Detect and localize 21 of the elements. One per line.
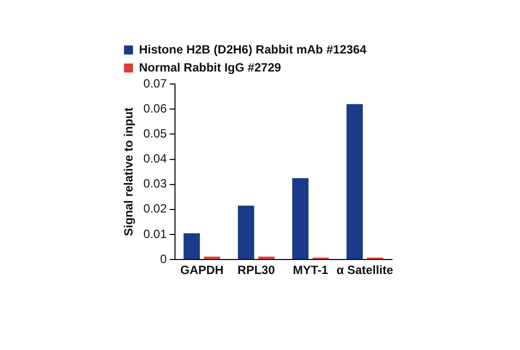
legend-label: Histone H2B (D2H6) Rabbit mAb #12364: [139, 42, 367, 56]
bar: [238, 206, 254, 260]
y-axis-title: Signal relative to input: [122, 107, 136, 236]
bar: [292, 178, 308, 260]
x-tick-label: α Satellite: [336, 263, 394, 278]
bar: [346, 104, 363, 260]
y-tick-label: 0.04: [143, 152, 168, 166]
y-tick-label: 0.02: [143, 202, 168, 216]
y-tick-label: 0.03: [143, 176, 168, 191]
x-tick-label: RPL30: [238, 263, 276, 278]
x-tick-label: GAPDH: [180, 263, 224, 278]
bar: [184, 233, 200, 260]
legend-label: Normal Rabbit IgG #2729: [139, 60, 282, 74]
y-tick-label: 0.06: [143, 101, 168, 116]
bar: [204, 256, 220, 260]
y-tick-label: 0.07: [143, 76, 168, 90]
y-tick-label: 0.05: [143, 126, 168, 140]
y-tick-label: 0: [160, 252, 168, 266]
y-tick-label: 0.01: [143, 226, 168, 241]
x-tick-label: MYT-1: [292, 263, 329, 278]
bar: [258, 256, 275, 260]
